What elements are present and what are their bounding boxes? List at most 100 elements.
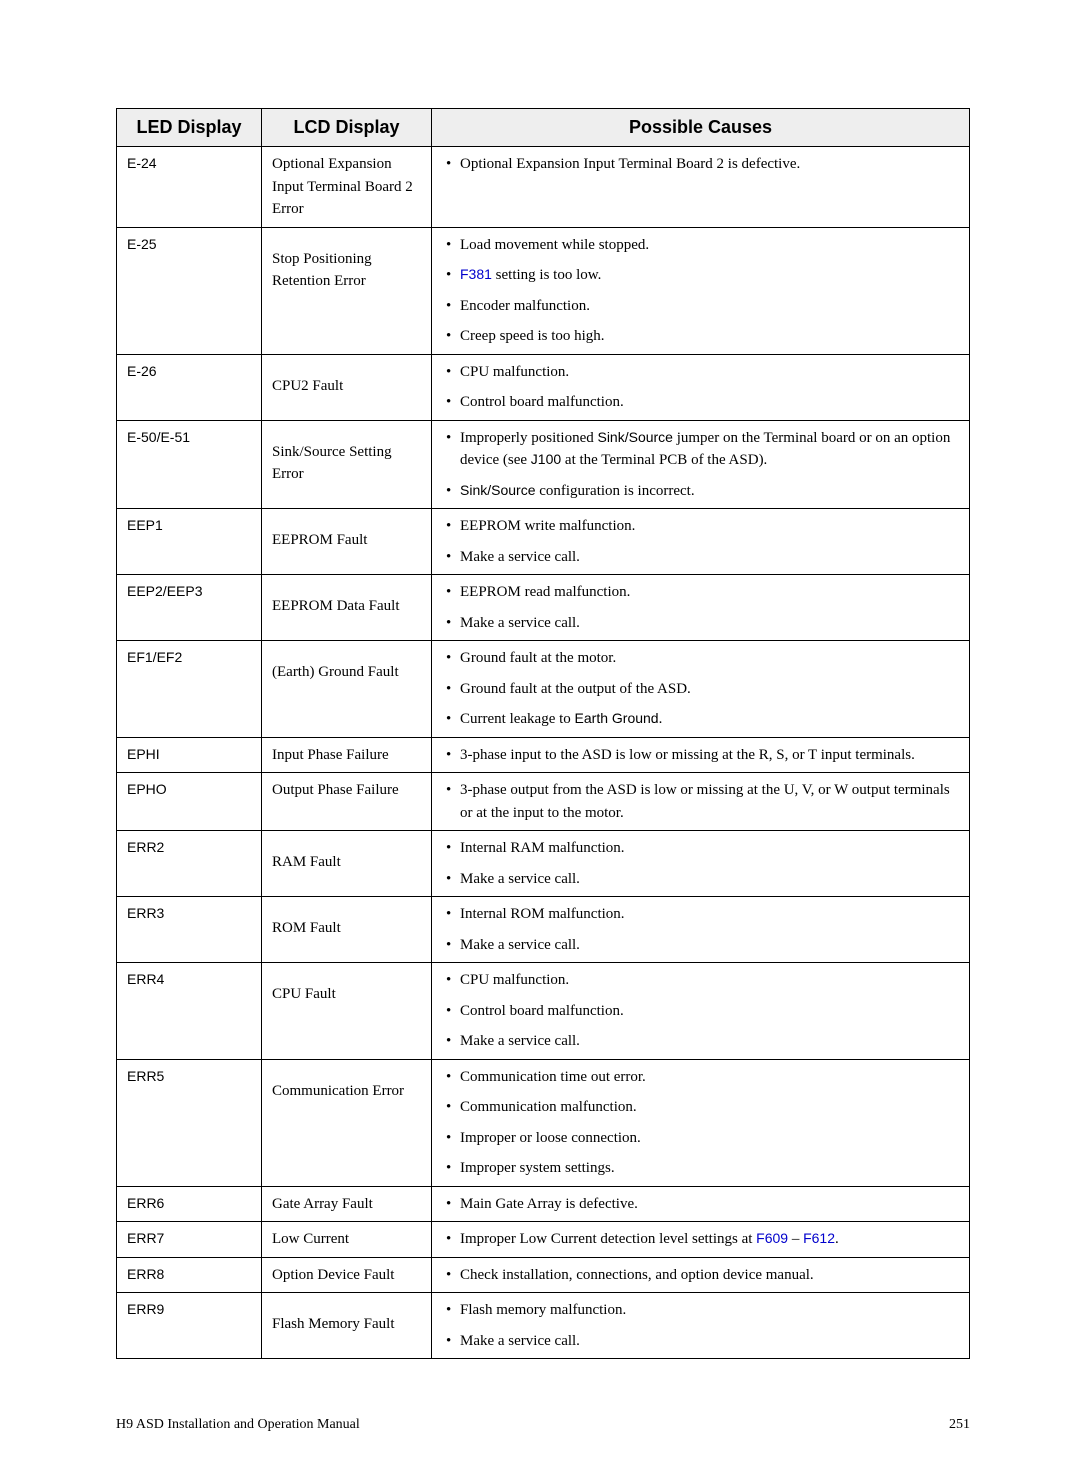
cause-text: 3-phase input to the ASD is low or missi… xyxy=(460,747,915,763)
led-code: E-24 xyxy=(127,155,157,171)
lcd-text: Input Phase Failure xyxy=(272,744,421,767)
led-display-cell: EF1/EF2 xyxy=(117,641,262,738)
led-display-cell: E-25 xyxy=(117,227,262,354)
param-link[interactable]: F381 xyxy=(460,266,492,282)
cause-item: EEPROM read malfunction. xyxy=(442,581,959,604)
lcd-text: Low Current xyxy=(272,1228,421,1251)
led-display-cell: EEP1 xyxy=(117,509,262,575)
lcd-text: EEPROM Data Fault xyxy=(272,581,421,618)
lcd-display-cell: Stop Positioning Retention Error xyxy=(262,227,432,354)
lcd-display-cell: EEPROM Fault xyxy=(262,509,432,575)
led-code: ERR6 xyxy=(127,1195,164,1211)
page-footer: H9 ASD Installation and Operation Manual… xyxy=(116,1417,970,1433)
cause-item: Improper Low Current detection level set… xyxy=(442,1228,959,1251)
cause-item: Improper or loose connection. xyxy=(442,1127,959,1150)
lcd-text: EEPROM Fault xyxy=(272,515,421,552)
cause-list: Communication time out error. Communicati… xyxy=(442,1066,959,1180)
cause-item: Load movement while stopped. xyxy=(442,234,959,257)
cause-list: EEPROM write malfunction. Make a service … xyxy=(442,515,959,568)
cause-text: Encoder malfunction. xyxy=(460,298,590,314)
table-row: E-24 Optional Expansion Input Terminal Bo… xyxy=(117,147,970,228)
cause-text: Make a service call. xyxy=(460,871,580,887)
led-display-cell: ERR2 xyxy=(117,831,262,897)
table-row: EEP1 EEPROM Fault EEPROM write malfunction… xyxy=(117,509,970,575)
inline-term: Earth Ground xyxy=(575,710,659,726)
cause-text: Main Gate Array is defective. xyxy=(460,1196,638,1212)
cause-item: Control board malfunction. xyxy=(442,1000,959,1023)
cause-text: Improperly positioned xyxy=(460,430,597,446)
led-code: ERR4 xyxy=(127,971,164,987)
cause-item: Creep speed is too high. xyxy=(442,325,959,348)
cause-list: 3-phase output from the ASD is low or mi… xyxy=(442,779,959,824)
lcd-text: Flash Memory Fault xyxy=(272,1299,421,1336)
inline-term: Sink/Source xyxy=(597,429,672,445)
cause-item: Improper system settings. xyxy=(442,1157,959,1180)
cause-text: Optional Expansion Input Terminal Board … xyxy=(460,156,800,172)
possible-causes-cell: Optional Expansion Input Terminal Board … xyxy=(432,147,970,228)
param-link[interactable]: F612 xyxy=(803,1230,835,1246)
possible-causes-cell: Internal ROM malfunction.Make a service … xyxy=(432,897,970,963)
fault-table: LED Display LCD Display Possible Causes … xyxy=(116,108,970,1359)
cause-text: Make a service call. xyxy=(460,549,580,565)
cause-item: EEPROM write malfunction. xyxy=(442,515,959,538)
page: LED Display LCD Display Possible Causes … xyxy=(0,0,1080,1483)
table-row: EPHIInput Phase Failure3-phase input to … xyxy=(117,737,970,773)
lcd-text: RAM Fault xyxy=(272,837,421,874)
inline-term: J100 xyxy=(531,451,561,467)
lcd-display-cell: RAM Fault xyxy=(262,831,432,897)
cause-text: EEPROM read malfunction. xyxy=(460,584,630,600)
cause-text: setting is too low. xyxy=(492,267,601,283)
led-code: ERR7 xyxy=(127,1230,164,1246)
led-display-cell: EPHO xyxy=(117,773,262,831)
cause-text: at the Terminal PCB of the ASD). xyxy=(561,452,767,468)
cause-text: Improper system settings. xyxy=(460,1160,615,1176)
possible-causes-cell: CPU malfunction.Control board malfunctio… xyxy=(432,354,970,420)
led-code: EEP1 xyxy=(127,517,163,533)
cause-text: Improper Low Current detection level set… xyxy=(460,1231,756,1247)
led-display-cell: E-26 xyxy=(117,354,262,420)
cause-text: Communication malfunction. xyxy=(460,1099,637,1115)
table-row: E-50/E-51Sink/Source Setting ErrorImprop… xyxy=(117,420,970,509)
param-link[interactable]: F609 xyxy=(756,1230,788,1246)
table-row: EPHOOutput Phase Failure3-phase output f… xyxy=(117,773,970,831)
footer-left: H9 ASD Installation and Operation Manual xyxy=(116,1417,360,1433)
led-code: E-26 xyxy=(127,363,157,379)
led-code: ERR3 xyxy=(127,905,164,921)
table-row: E-25Stop Positioning Retention Error Load… xyxy=(117,227,970,354)
cause-item: Main Gate Array is defective. xyxy=(442,1193,959,1216)
cause-item: Flash memory malfunction. xyxy=(442,1299,959,1322)
cause-item: Communication malfunction. xyxy=(442,1096,959,1119)
lcd-text: Sink/Source Setting Error xyxy=(272,427,421,486)
cause-text: Check installation, connections, and opt… xyxy=(460,1267,814,1283)
cause-item: CPU malfunction. xyxy=(442,969,959,992)
cause-text: Creep speed is too high. xyxy=(460,328,605,344)
cause-text: Ground fault at the output of the ASD. xyxy=(460,681,691,697)
cause-item: Ground fault at the output of the ASD. xyxy=(442,678,959,701)
cause-item: Internal ROM malfunction. xyxy=(442,903,959,926)
table-row: ERR2 RAM Fault Internal RAM malfunction. Ma… xyxy=(117,831,970,897)
cause-item: CPU malfunction. xyxy=(442,361,959,384)
cause-item: Make a service call. xyxy=(442,546,959,569)
cause-text: Make a service call. xyxy=(460,615,580,631)
led-code: EEP2/EEP3 xyxy=(127,583,203,599)
cause-item: Make a service call. xyxy=(442,868,959,891)
table-row: E-26CPU2 FaultCPU malfunction.Control bo… xyxy=(117,354,970,420)
lcd-text: Option Device Fault xyxy=(272,1264,421,1287)
lcd-display-cell: Optional Expansion Input Terminal Board … xyxy=(262,147,432,228)
lcd-display-cell: Gate Array Fault xyxy=(262,1186,432,1222)
possible-causes-cell: CPU malfunction. Control board malfunctio… xyxy=(432,963,970,1060)
col-header-cause: Possible Causes xyxy=(432,109,970,147)
cause-list: Flash memory malfunction.Make a service … xyxy=(442,1299,959,1352)
led-display-cell: ERR3 xyxy=(117,897,262,963)
possible-causes-cell: Flash memory malfunction.Make a service … xyxy=(432,1293,970,1359)
cause-item: Internal RAM malfunction. xyxy=(442,837,959,860)
table-row: ERR5Communication ErrorCommunication tim… xyxy=(117,1059,970,1186)
cause-text: configuration is incorrect. xyxy=(535,483,694,499)
cause-list: CPU malfunction.Control board malfunctio… xyxy=(442,361,959,414)
lcd-display-cell: Option Device Fault xyxy=(262,1257,432,1293)
possible-causes-cell: Main Gate Array is defective. xyxy=(432,1186,970,1222)
cause-text: Current leakage to xyxy=(460,711,575,727)
cause-item: Communication time out error. xyxy=(442,1066,959,1089)
inline-term: Sink/Source xyxy=(460,482,535,498)
lcd-display-cell: Sink/Source Setting Error xyxy=(262,420,432,509)
